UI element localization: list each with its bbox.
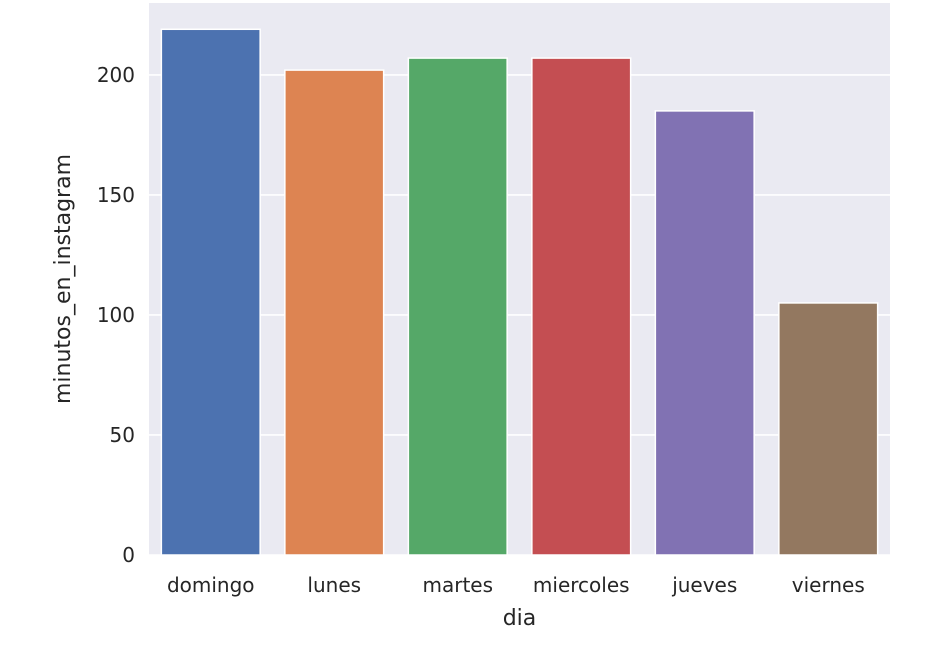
y-axis-ticks: 0 50 100 150 200 xyxy=(97,63,135,567)
bar-martes xyxy=(407,57,508,556)
x-tick-label: martes xyxy=(422,573,493,597)
x-tick-label: lunes xyxy=(307,573,361,597)
x-axis-ticks: domingo lunes martes miercoles jueves viernes xyxy=(167,573,865,597)
grid-lines xyxy=(149,74,890,556)
bar-miercoles xyxy=(531,57,632,556)
bar-domingo xyxy=(160,28,261,556)
y-axis-label: minutos_en_instagram xyxy=(51,154,76,404)
x-tick-label: jueves xyxy=(671,573,737,597)
y-tick-label: 0 xyxy=(122,543,135,567)
x-tick-label: domingo xyxy=(167,573,255,597)
bar-jueves xyxy=(654,110,755,556)
plot-background xyxy=(149,3,890,555)
bar-lunes xyxy=(284,69,385,556)
bars xyxy=(160,28,879,556)
x-tick-label: viernes xyxy=(792,573,865,597)
x-axis-label: dia xyxy=(503,606,537,631)
y-tick-label: 150 xyxy=(97,183,135,207)
y-tick-label: 100 xyxy=(97,303,135,327)
x-tick-label: miercoles xyxy=(533,573,630,597)
bar-viernes xyxy=(778,302,879,556)
y-tick-label: 200 xyxy=(97,63,135,87)
y-tick-label: 50 xyxy=(110,423,135,447)
